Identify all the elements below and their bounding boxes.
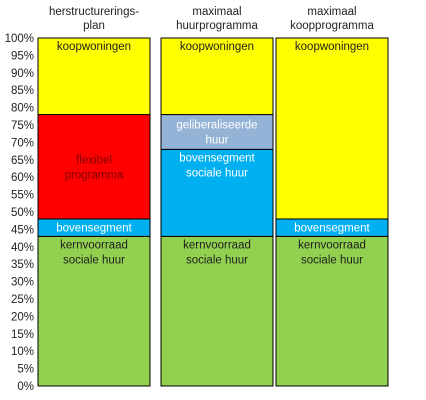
- y-tick-label: 55%: [11, 190, 34, 202]
- category-label: herstructurerings-plan: [49, 6, 139, 32]
- segment-label-line: koopwoningen: [295, 41, 369, 53]
- y-tick-label: 75%: [11, 120, 34, 132]
- segment-label-line: geliberaliseerde: [176, 119, 257, 131]
- y-tick-label: 100%: [5, 33, 34, 45]
- segment-label-line: bovensegment: [294, 223, 370, 235]
- y-tick-label: 90%: [11, 68, 34, 80]
- category-label-line: plan: [83, 20, 105, 32]
- y-tick-label: 85%: [11, 85, 34, 97]
- segment-label-line: sociale huur: [63, 254, 125, 266]
- segment-label: bovensegment: [294, 223, 370, 235]
- segment-label-line: flexibel: [76, 154, 112, 166]
- segment-label-line: kernvoorraad: [298, 239, 366, 251]
- segment-label: koopwoningen: [295, 41, 369, 53]
- segment-label: flexibel programma: [65, 154, 124, 181]
- segment-label: bovensegment sociale huur: [179, 152, 255, 179]
- bar: kernvoorraad sociale huur bovensegment soci…: [160, 37, 274, 387]
- y-tick-label: 20%: [11, 311, 34, 323]
- y-tick-label: 5%: [17, 364, 34, 376]
- y-tick-label: 50%: [11, 207, 34, 219]
- y-tick-label: 25%: [11, 294, 34, 306]
- y-tick-label: 0%: [17, 381, 34, 393]
- segment-label-line: sociale huur: [301, 254, 363, 266]
- y-tick-label: 80%: [11, 103, 34, 115]
- segment-label-line: koopwoningen: [57, 41, 131, 53]
- y-tick-label: 70%: [11, 137, 34, 149]
- bar-segment: [37, 235, 151, 387]
- segment-label-line: bovensegment: [56, 223, 132, 235]
- category-label-line: maximaal: [307, 6, 356, 18]
- y-tick-label: 65%: [11, 155, 34, 167]
- segment-label-line: kernvoorraad: [183, 239, 251, 251]
- bar-segment: [275, 235, 389, 387]
- y-tick-label: 60%: [11, 172, 34, 184]
- y-tick-label: 45%: [11, 224, 34, 236]
- y-tick-label: 95%: [11, 50, 34, 62]
- y-tick-label: 30%: [11, 277, 34, 289]
- category-label-line: herstructurerings-: [49, 6, 139, 18]
- category-label: maximaal huurprogramma: [176, 6, 258, 32]
- segment-label: koopwoningen: [180, 41, 254, 53]
- y-tick-label: 15%: [11, 329, 34, 341]
- y-tick-label: 35%: [11, 259, 34, 271]
- column-headers: herstructurerings-plan maximaal huurprogra…: [49, 6, 375, 32]
- bar: kernvoorraad sociale huur bovensegment flex…: [37, 37, 151, 387]
- segment-label: kernvoorraad sociale huur: [60, 239, 128, 266]
- category-label-line: huurprogramma: [176, 20, 258, 32]
- category-label-line: koopprogramma: [290, 20, 374, 32]
- segment-label-line: huur: [205, 134, 228, 146]
- segment-label-line: kernvoorraad: [60, 239, 128, 251]
- bar-segment: [160, 37, 274, 116]
- bars: kernvoorraad sociale huur bovensegment flex…: [37, 37, 389, 387]
- segment-label: bovensegment: [56, 223, 132, 235]
- bar-segment: [37, 114, 151, 220]
- bar-segment: [160, 114, 274, 150]
- segment-label-line: sociale huur: [186, 254, 248, 266]
- segment-label: koopwoningen: [57, 41, 131, 53]
- bar-segment: [160, 148, 274, 237]
- segment-label-line: bovensegment: [179, 152, 255, 164]
- bar-segment: [275, 37, 389, 220]
- segment-label-line: programma: [65, 169, 124, 181]
- segment-label-line: sociale huur: [186, 167, 248, 179]
- segment-label: geliberaliseerde huur: [176, 119, 257, 146]
- y-axis: 0% 5% 10% 15% 20% 25% 30% 35% 40% 45% 50% 55% 60% 65%…: [5, 33, 34, 393]
- bar-segment: [160, 235, 274, 387]
- bar-segment: [37, 37, 151, 116]
- category-label: maximaal koopprogramma: [290, 6, 374, 32]
- category-label-line: maximaal: [192, 6, 241, 18]
- y-tick-label: 40%: [11, 242, 34, 254]
- segment-label: kernvoorraad sociale huur: [298, 239, 366, 266]
- bar: kernvoorraad sociale huur bovensegment koop…: [275, 37, 389, 387]
- segment-label-line: koopwoningen: [180, 41, 254, 53]
- segment-label: kernvoorraad sociale huur: [183, 239, 251, 266]
- y-tick-label: 10%: [11, 346, 34, 358]
